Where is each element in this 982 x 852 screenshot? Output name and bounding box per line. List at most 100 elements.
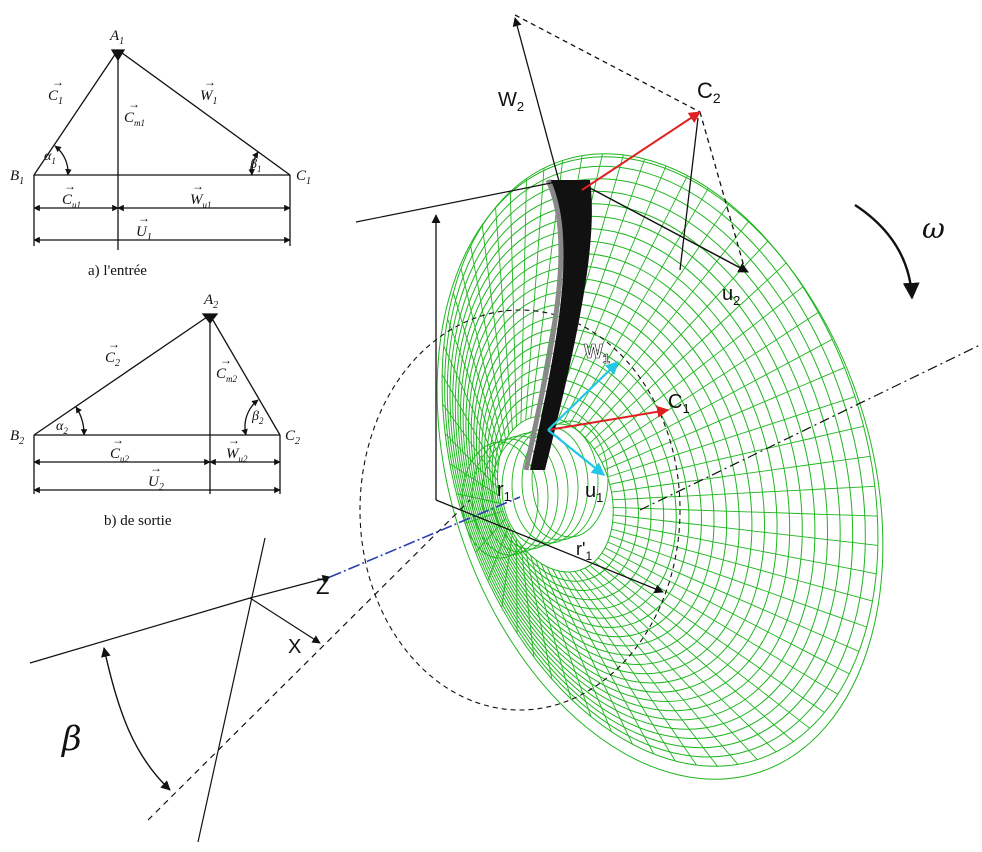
svg-text:→: → xyxy=(108,337,120,351)
beta-angle-label: β xyxy=(60,719,82,759)
svg-text:→: → xyxy=(52,75,64,89)
svg-text:Cm2: Cm2 xyxy=(216,366,238,384)
mesh-spoke xyxy=(612,521,877,575)
z-axis-line xyxy=(329,496,521,578)
z-axis-label: Z xyxy=(316,574,329,599)
mesh-spoke xyxy=(601,552,839,695)
outlet-cu2-label: C xyxy=(110,446,121,462)
c1-vector xyxy=(547,405,670,431)
svg-text:Cm1: Cm1 xyxy=(124,110,145,128)
outlet-vertex-b: B xyxy=(10,428,19,444)
svg-text:β2: β2 xyxy=(251,409,264,426)
inlet-c1-label: C xyxy=(48,88,59,104)
mesh-spoke xyxy=(609,425,864,485)
mesh-spoke xyxy=(604,547,850,675)
svg-text:A2: A2 xyxy=(203,292,218,311)
svg-text:U2: U2 xyxy=(148,474,164,493)
mesh-spoke xyxy=(589,564,794,742)
svg-text:α2: α2 xyxy=(56,419,68,436)
mesh-spoke xyxy=(447,318,500,460)
mesh-spoke xyxy=(520,544,535,658)
inlet-vertex-b: B xyxy=(10,168,19,184)
impeller-labels: W2 C2 u2 ω W1 C1 u1 r1 r'1 Z X β xyxy=(60,78,945,759)
hub-ring xyxy=(461,441,539,559)
mesh-spoke xyxy=(569,571,718,767)
svg-text:→: → xyxy=(204,75,216,89)
inlet-vertex-a: A xyxy=(109,28,120,44)
svg-text:Cu1: Cu1 xyxy=(62,192,81,210)
w1-label: W xyxy=(584,341,603,363)
mesh-spoke xyxy=(584,240,769,438)
outlet-wu2-label: W xyxy=(226,446,240,462)
svg-text:→: → xyxy=(220,353,232,367)
mesh-spoke xyxy=(612,485,875,501)
svg-text:r1: r1 xyxy=(497,479,511,504)
svg-text:→: → xyxy=(138,211,150,225)
mesh-spoke xyxy=(456,493,501,504)
mesh-spoke xyxy=(563,175,688,422)
mesh-spoke xyxy=(495,207,513,431)
c2-label: C xyxy=(697,78,713,103)
mesh-spoke xyxy=(552,158,646,418)
inlet-vertex-c: C xyxy=(296,168,307,184)
outlet-vertex-a: A xyxy=(203,292,214,308)
mesh-spoke xyxy=(452,292,502,453)
mesh-spoke xyxy=(579,569,758,760)
mesh-spoke xyxy=(460,268,504,447)
mesh-spoke xyxy=(574,203,730,429)
mesh-spoke xyxy=(552,568,655,755)
mesh-spoke xyxy=(557,165,667,420)
dashed-guide-ellipse xyxy=(359,309,681,711)
mesh-spoke xyxy=(501,532,513,608)
outlet-labels: A2 B2 C2 C2 → Cm2 → Cu2 → Wu2 → U2 → α2 … xyxy=(10,292,300,529)
svg-text:B1: B1 xyxy=(10,168,24,187)
inlet-labels: A1 B1 C1 C1 → W1 → Cm1 → Cu1 → Wu1 → U1 … xyxy=(10,28,311,279)
mesh-spoke xyxy=(540,563,613,732)
c1-label: C xyxy=(668,391,682,413)
mesh-spoke xyxy=(611,528,873,602)
mesh-spoke xyxy=(609,535,867,628)
mesh-spoke xyxy=(593,561,810,729)
outlet-vertex-c: C xyxy=(285,428,296,444)
mesh-spoke xyxy=(464,510,504,524)
svg-text:r'1: r'1 xyxy=(576,539,592,563)
w1-vector xyxy=(547,361,619,431)
u1-label: u xyxy=(585,480,596,502)
mesh-spoke xyxy=(441,374,498,474)
u2-label: u xyxy=(722,283,733,305)
mesh-spoke xyxy=(557,570,676,762)
r1-label: r xyxy=(497,479,504,501)
mesh-spoke xyxy=(481,225,510,435)
svg-text:u1: u1 xyxy=(585,480,603,505)
outlet-alpha2-label: α xyxy=(56,419,64,434)
mesh-spoke xyxy=(520,178,527,423)
hub-ring xyxy=(471,438,549,556)
mesh-spoke xyxy=(574,571,739,765)
inlet-caption: a) l'entrée xyxy=(88,263,147,279)
svg-text:→: → xyxy=(150,461,162,475)
inlet-w1-label: W xyxy=(200,88,214,104)
c2-vector xyxy=(581,111,702,191)
impeller-blade xyxy=(523,178,592,471)
inlet-alpha1-label: α xyxy=(44,149,52,164)
svg-text:Wu2: Wu2 xyxy=(226,446,248,464)
mesh-spoke xyxy=(604,367,845,471)
outlet-caption: b) de sortie xyxy=(104,513,172,529)
mesh-spoke xyxy=(525,550,553,680)
svg-text:C2: C2 xyxy=(697,78,721,106)
mesh-spoke xyxy=(475,518,507,553)
mesh-spoke xyxy=(584,567,777,753)
w2-label: W xyxy=(498,89,517,111)
mesh-spoke xyxy=(509,191,517,427)
svg-text:C2: C2 xyxy=(285,428,300,447)
svg-text:Wu1: Wu1 xyxy=(190,192,212,210)
svg-text:C1: C1 xyxy=(668,391,690,416)
impeller-mesh xyxy=(436,153,884,780)
omega-label: ω xyxy=(922,212,945,245)
svg-text:W1: W1 xyxy=(584,341,610,366)
svg-text:→: → xyxy=(64,179,76,193)
mesh-spoke xyxy=(530,555,572,700)
hub-ring xyxy=(521,423,599,541)
svg-text:B2: B2 xyxy=(10,428,24,447)
